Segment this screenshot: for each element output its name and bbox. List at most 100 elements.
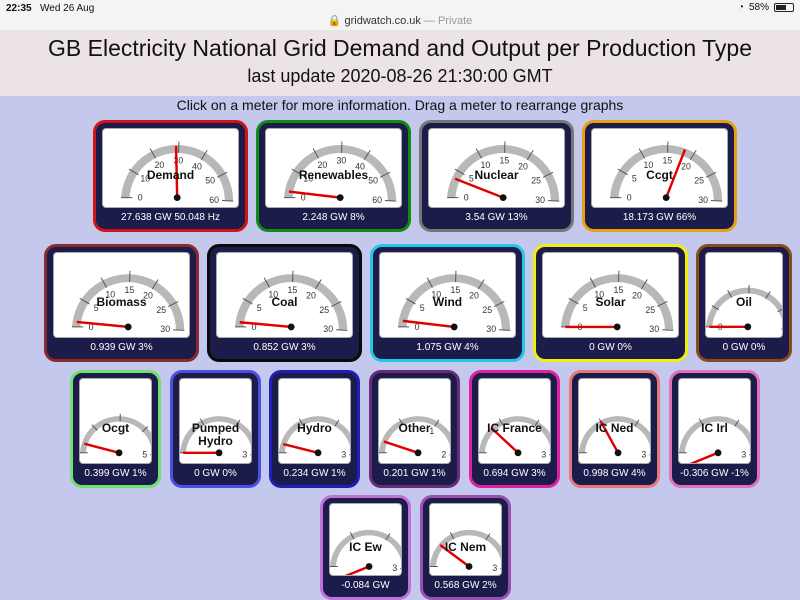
gauge-renewables[interactable]: 0 10 20 30 40 50 60 Renewables 2.248 GW 8% bbox=[256, 120, 411, 232]
private-label: — Private bbox=[423, 15, 473, 27]
gauge-hydro[interactable]: 3 Hydro 0.234 GW 1% bbox=[269, 370, 360, 488]
gauge-tick bbox=[379, 171, 391, 178]
gauge-nuclear[interactable]: 0 5 10 15 20 25 30 Nuclear 3.54 GW 13% bbox=[419, 120, 574, 232]
gauge-tick-label: 3 bbox=[242, 449, 247, 459]
gauge-tick bbox=[221, 199, 234, 202]
gauge-arc bbox=[430, 529, 501, 567]
gauge-tick bbox=[449, 532, 455, 540]
gauge-label: Oil bbox=[735, 295, 752, 309]
gauge-dial: 3 bbox=[479, 416, 550, 459]
gauge-tick bbox=[331, 300, 342, 307]
gauge-tick bbox=[727, 289, 733, 298]
gauge-needle bbox=[490, 427, 519, 454]
gauge-tick bbox=[334, 419, 340, 427]
gauge-face: 0 10 20 30 40 50 60 Renewables bbox=[265, 128, 402, 208]
gauge-value: 0.568 GW 2% bbox=[434, 580, 497, 591]
gauge-tick-label: 30 bbox=[649, 324, 659, 334]
gauge-tick bbox=[526, 150, 534, 161]
gauge-demand[interactable]: 0 10 20 30 40 50 60 Demand 27.638 GW 50.048 Hz bbox=[93, 120, 248, 232]
gauge-face: 051015202530Solar bbox=[542, 252, 679, 338]
gauge-ccgt[interactable]: 0 5 10 15 20 25 30 Ccgt 18.173 GW 66% bbox=[582, 120, 737, 232]
gauge-tick-label: 10 bbox=[594, 289, 604, 299]
gauge-ic-ned[interactable]: 3 IC Ned 0.998 GW 4% bbox=[569, 370, 660, 488]
gauge-needle bbox=[454, 177, 504, 199]
gauge-arc bbox=[234, 274, 348, 331]
gauge-hub bbox=[744, 323, 752, 331]
gauge-tick bbox=[363, 150, 371, 161]
gauge-face: 3 Hydro bbox=[278, 378, 351, 464]
gauge-tick-label: 25 bbox=[694, 176, 704, 186]
gauge-tick-label: 10 bbox=[268, 289, 278, 299]
gauge-needle bbox=[402, 319, 455, 329]
gauge-face: 3 IC Irl bbox=[678, 378, 751, 464]
gauge-tick bbox=[385, 533, 391, 541]
gauge-coal[interactable]: 0 5 10 15 20 25 30 Coal 0.852 GW 3% bbox=[207, 244, 362, 362]
gauge-face: 0 5 10 15 20 25 30 Nuclear bbox=[428, 128, 565, 208]
gauge-label: Renewables bbox=[298, 168, 369, 182]
gauge-label: IC Ew bbox=[349, 539, 382, 554]
gauge-dial: 12 bbox=[379, 416, 450, 459]
gauge-tick-label: 3 bbox=[341, 449, 346, 459]
page-title: GB Electricity National Grid Demand and … bbox=[48, 35, 752, 61]
gauge-biomass[interactable]: 0 5 10 15 20 25 30 Biomass 0.939 GW 3% bbox=[44, 244, 199, 362]
gauge-ic-france[interactable]: 3 IC France 0.694 GW 3% bbox=[469, 370, 560, 488]
gauge-tick bbox=[547, 199, 560, 202]
gauge-tick bbox=[199, 418, 205, 426]
gauge-tick-label: 10 bbox=[643, 160, 653, 170]
gauge-wind[interactable]: 0 5 10 15 20 25 30 Wind 1.075 GW 4% bbox=[370, 244, 525, 362]
gauge-label: IC Nem bbox=[444, 539, 487, 554]
gauge-tick-label: 3 bbox=[641, 449, 646, 459]
gauge-value: 3.54 GW 13% bbox=[465, 212, 528, 223]
gauge-value: 27.638 GW 50.048 Hz bbox=[121, 212, 220, 223]
gauge-ocgt[interactable]: 5 Ocgt 0.399 GW 1% bbox=[70, 370, 161, 488]
gauge-pumped-hydro[interactable]: 3 Pumped Hydro 0 GW 0% bbox=[170, 370, 261, 488]
gauge-tick bbox=[454, 168, 465, 176]
gauge-tick bbox=[499, 329, 511, 331]
gauge-tick bbox=[168, 300, 179, 307]
gauge-tick bbox=[235, 419, 241, 427]
gauge-tick bbox=[477, 279, 485, 290]
gauge-oil[interactable]: 0Oil 0 GW 0% bbox=[696, 244, 792, 362]
gauge-tick bbox=[298, 418, 304, 426]
gauge-tick-label: 50 bbox=[205, 176, 215, 186]
gauge-tick bbox=[634, 419, 640, 427]
gauge-tick-label: 5 bbox=[142, 449, 147, 459]
gauge-ic-irl[interactable]: 3 IC Irl -0.306 GW -1% bbox=[669, 370, 760, 488]
gauge-tick-label: 0 bbox=[301, 193, 306, 203]
gauge-arc bbox=[479, 416, 550, 453]
gauge-ic-ew[interactable]: 3 IC Ew -0.084 GW bbox=[320, 495, 411, 600]
gauge-tick bbox=[291, 168, 302, 176]
gauge-tick bbox=[312, 148, 319, 159]
gauge-tick-label: 15 bbox=[662, 156, 672, 166]
gauge-tick bbox=[711, 305, 720, 311]
gauge-needle bbox=[239, 321, 292, 329]
gauge-tick-label: 20 bbox=[469, 291, 479, 301]
gauge-tick bbox=[426, 277, 433, 288]
gauge-tick bbox=[662, 329, 674, 331]
gauge-needle bbox=[288, 190, 341, 199]
gauge-tick bbox=[149, 148, 156, 159]
gauge-label: IC France bbox=[487, 421, 542, 435]
gauge-arc bbox=[579, 416, 650, 453]
gauge-dial: 3 bbox=[430, 529, 501, 573]
gauge-value: -0.306 GW -1% bbox=[680, 468, 749, 479]
gauge-solar[interactable]: 051015202530Solar0 GW 0% bbox=[533, 244, 688, 362]
gauge-face: 3 Pumped Hydro bbox=[179, 378, 252, 464]
gauge-arc bbox=[121, 145, 234, 202]
gauge-value: 0.852 GW 3% bbox=[253, 342, 316, 353]
url-bar[interactable]: 🔒 gridwatch.co.uk — Private bbox=[0, 14, 800, 30]
gauge-arc bbox=[679, 416, 750, 453]
gauge-tick-label: 30 bbox=[698, 195, 708, 205]
gauge-tick bbox=[657, 300, 668, 307]
gauge-face: 3 IC Ew bbox=[329, 503, 402, 576]
gauge-tick-label: 5 bbox=[420, 303, 425, 313]
gauge-value: 0.201 GW 1% bbox=[383, 468, 446, 479]
gauge-other[interactable]: 1 2 Other 0.201 GW 1% bbox=[369, 370, 460, 488]
gauge-needle bbox=[599, 420, 620, 454]
gauge-tick-label: 60 bbox=[372, 195, 382, 205]
gauge-label: Pumped Hydro bbox=[191, 421, 240, 448]
gauge-value: 0.234 GW 1% bbox=[283, 468, 346, 479]
gauge-label: Other bbox=[398, 421, 431, 435]
gauge-ic-nem[interactable]: 3 IC Nem 0.568 GW 2% bbox=[420, 495, 511, 600]
